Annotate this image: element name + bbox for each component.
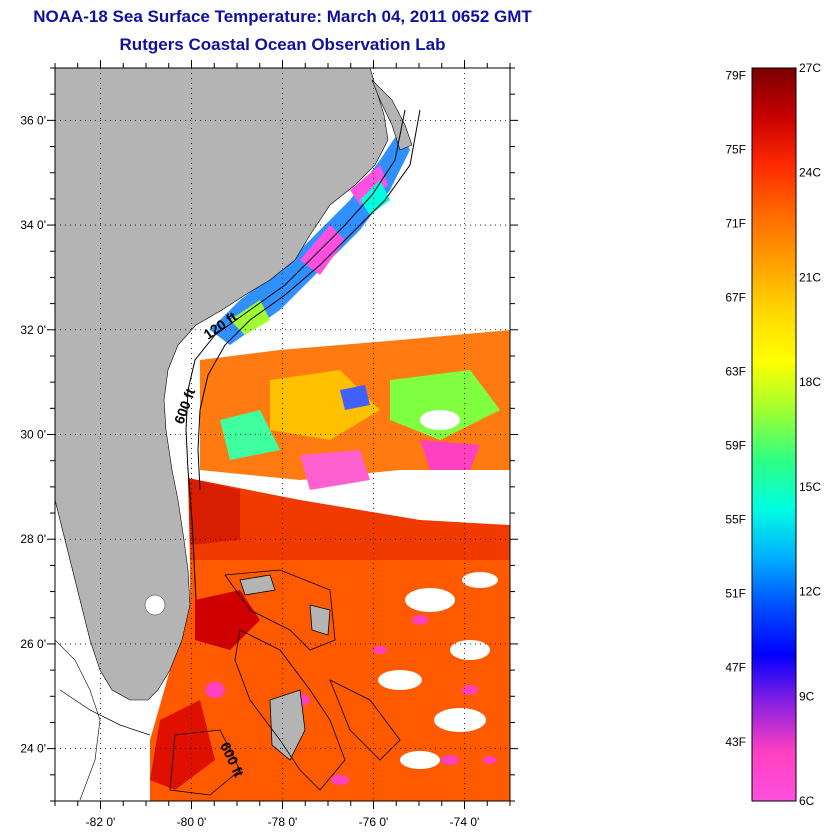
colorbar-c-label-3: 18C (799, 375, 821, 389)
lat-label-5: 34 0' (20, 218, 46, 232)
colorbar-c-label-6: 9C (799, 689, 815, 703)
longitude-labels: -82 0' -80 0' -78 0' -76 0' -74 0' (86, 815, 480, 829)
colorbar-f-label-2: 71F (725, 216, 746, 230)
lat-label-4: 32 0' (20, 323, 46, 337)
map-subtitle: Rutgers Coastal Ocean Observation Lab (119, 35, 446, 54)
florida-keys-contour (59, 689, 151, 736)
colorbar-f-label-6: 55F (725, 513, 746, 527)
isobath-600ft (197, 109, 421, 491)
lat-label-6: 36 0' (20, 113, 46, 127)
axis-ticks (47, 60, 518, 809)
colorbar-c-label-1: 24C (799, 166, 821, 180)
colorbar-c-label-0: 27C (799, 61, 821, 75)
colorbar-f-label-0: 79F (725, 68, 746, 82)
lon-label-1: -80 0' (177, 815, 207, 829)
lat-label-0: 24 0' (20, 742, 46, 756)
us-southeast-land (55, 68, 389, 701)
colorbar-f-label-9: 43F (725, 735, 746, 749)
latitude-labels: 24 0' 26 0' 28 0' 30 0' 32 0' 34 0' 36 0' (20, 113, 46, 755)
lon-label-3: -76 0' (359, 815, 389, 829)
sea-surface-temperature-field (150, 130, 510, 801)
colorbar-c-label-7: 6C (799, 794, 815, 808)
bahamas-islands (239, 574, 331, 761)
colorbar-f-label-5: 59F (725, 439, 746, 453)
colorbar-celsius-labels: 27C 24C 21C 18C 15C 12C 9C 6C (799, 61, 821, 808)
colorbar-f-label-7: 51F (725, 587, 746, 601)
bahamas-bank-contours (169, 569, 401, 796)
temperature-colorbar (751, 67, 797, 802)
lon-label-2: -78 0' (268, 815, 298, 829)
colorbar-fahrenheit-labels: 79F 75F 71F 67F 63F 59F 55F 51F 47F 43F (725, 68, 746, 748)
lake-okeechobee (144, 594, 166, 616)
colorbar-f-label-3: 67F (725, 291, 746, 305)
map-plot-area: 120 ft 600 ft 600 ft (55, 68, 510, 801)
colorbar-c-label-5: 12C (799, 585, 821, 599)
lat-label-3: 30 0' (20, 428, 46, 442)
gulf-contour (55, 639, 101, 801)
graticule (55, 68, 510, 801)
lon-label-0: -82 0' (86, 815, 116, 829)
colorbar-c-label-4: 15C (799, 480, 821, 494)
colorbar-f-label-8: 47F (725, 661, 746, 675)
colorbar-f-label-1: 75F (725, 142, 746, 156)
lon-label-4: -74 0' (450, 815, 480, 829)
isobath-120ft (185, 109, 406, 601)
map-title: NOAA-18 Sea Surface Temperature: March 0… (33, 7, 532, 26)
outer-banks (371, 79, 413, 151)
lat-label-1: 26 0' (20, 637, 46, 651)
colorbar-c-label-2: 21C (799, 270, 821, 284)
lat-label-2: 28 0' (20, 532, 46, 546)
colorbar-f-label-4: 63F (725, 365, 746, 379)
